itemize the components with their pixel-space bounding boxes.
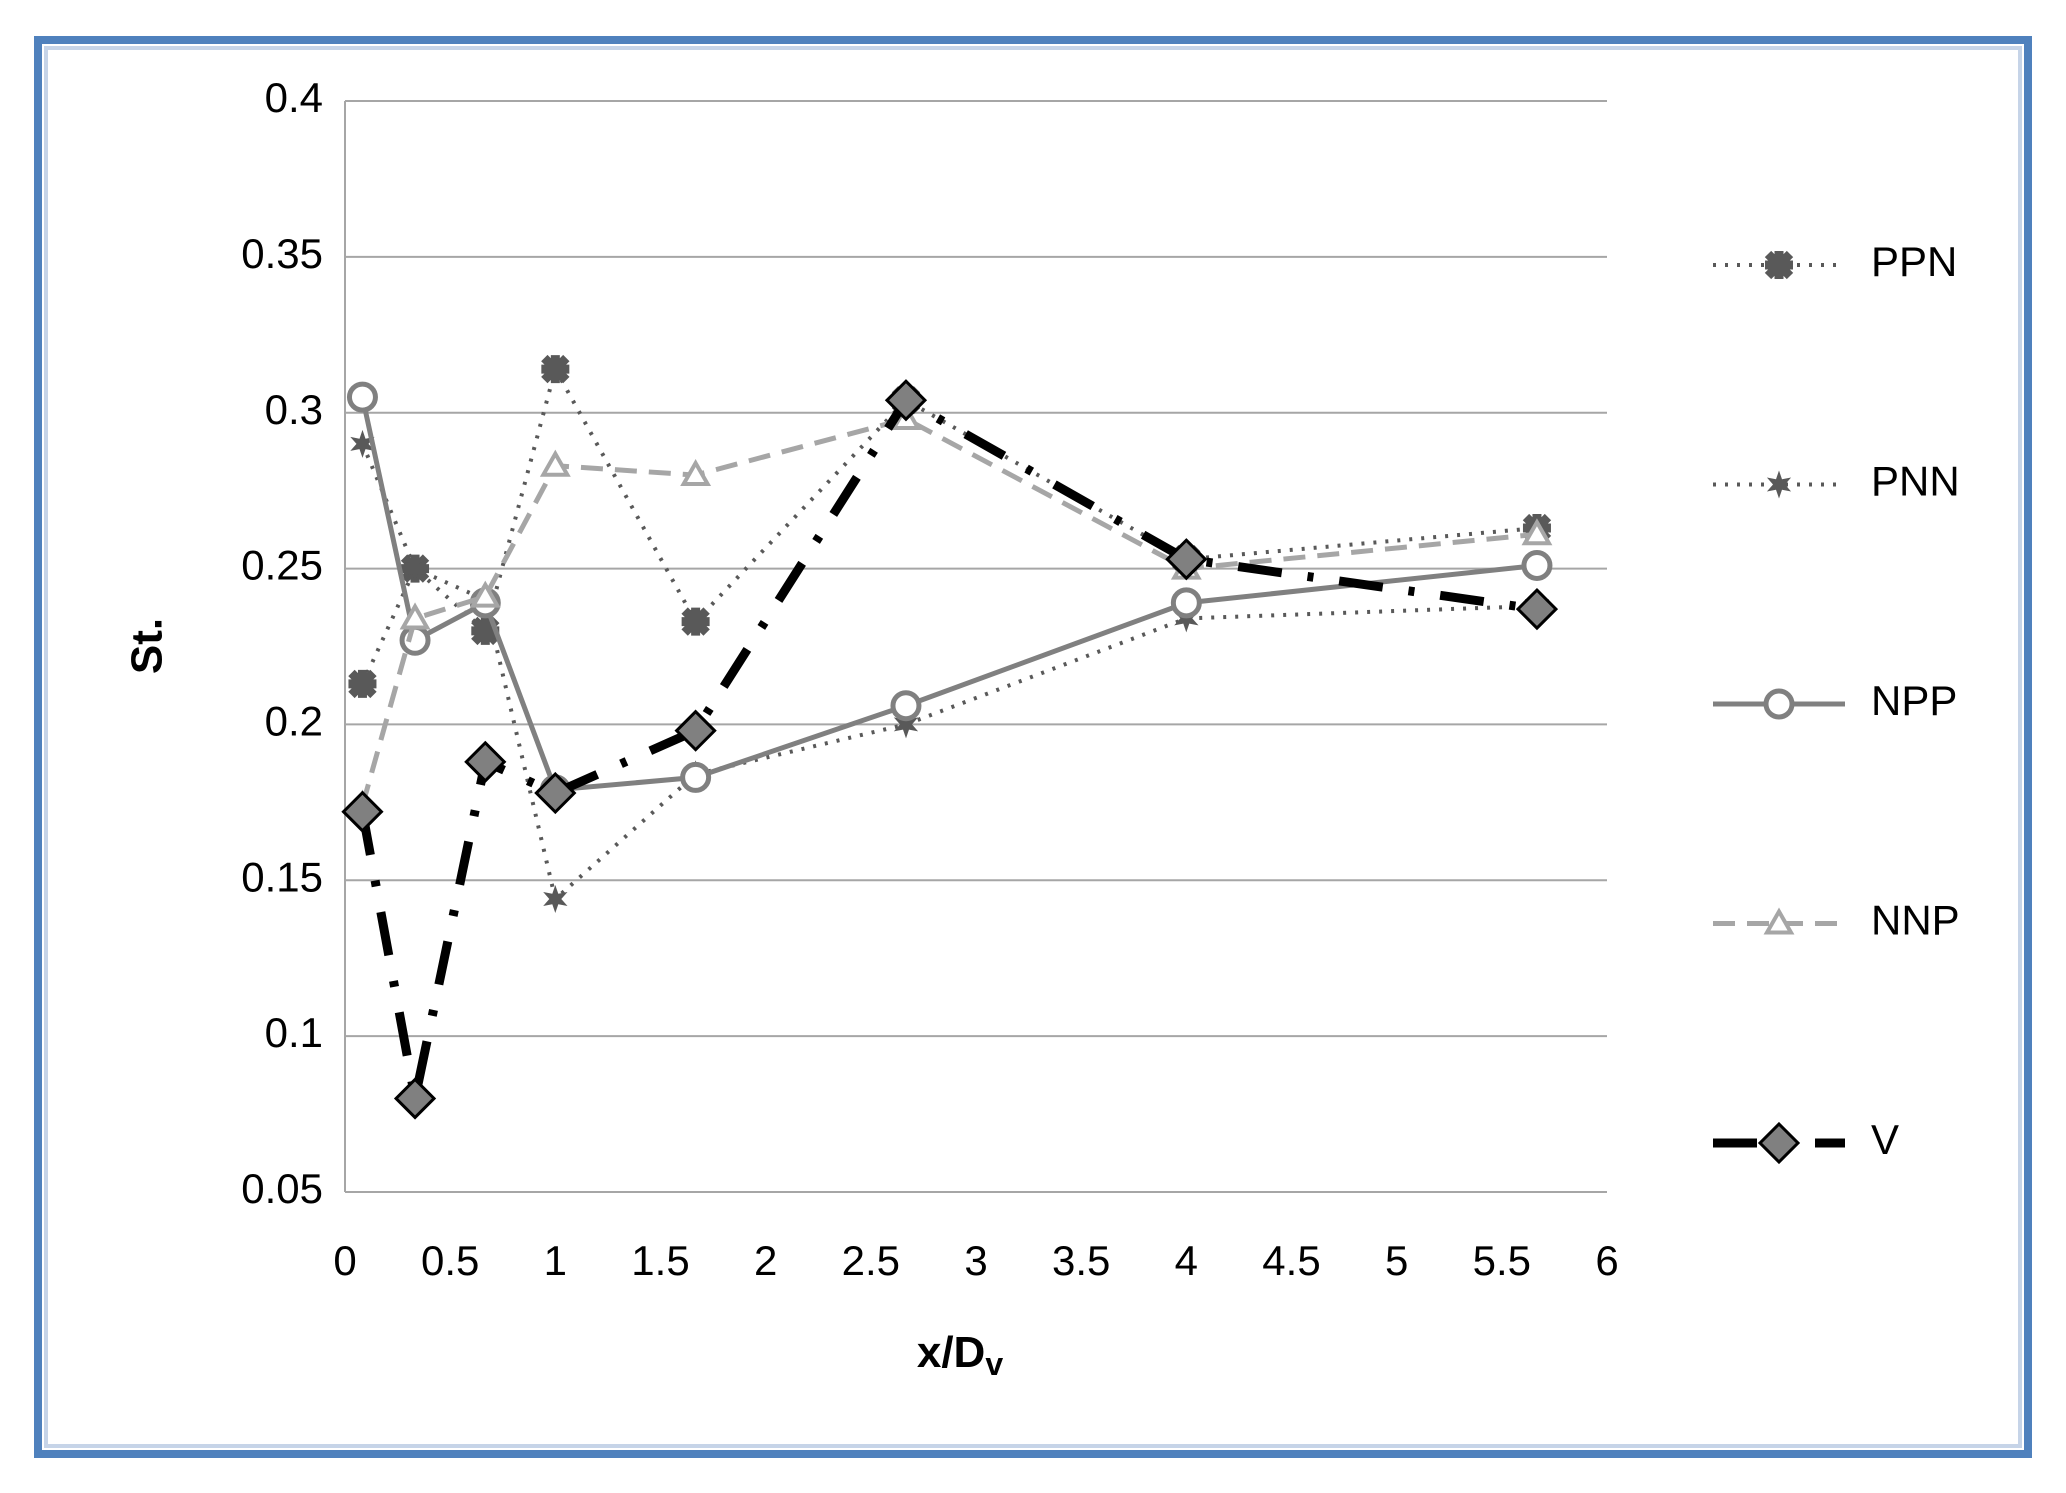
data-point bbox=[1174, 604, 1199, 633]
legend-marker bbox=[1764, 250, 1794, 280]
y-tick-label: 0.2 bbox=[265, 698, 323, 745]
data-point bbox=[681, 607, 710, 636]
y-tick-label: 0.1 bbox=[265, 1009, 323, 1056]
data-point bbox=[680, 761, 712, 793]
data-point bbox=[680, 459, 712, 487]
legend-label: PNN bbox=[1871, 458, 1960, 505]
y-axis-title: St. bbox=[123, 618, 172, 674]
x-axis-title-main: x/D bbox=[917, 1328, 985, 1377]
chart-frame bbox=[34, 36, 2032, 1458]
series-line bbox=[358, 394, 1538, 1100]
x-tick-label: 1 bbox=[544, 1237, 567, 1284]
data-point bbox=[469, 580, 501, 608]
data-point bbox=[393, 1077, 437, 1120]
legend-label: NNP bbox=[1871, 897, 1960, 944]
data-point bbox=[1521, 518, 1553, 546]
x-tick-label: 0.5 bbox=[421, 1237, 479, 1284]
x-tick-label: 0 bbox=[333, 1237, 356, 1284]
series-line bbox=[360, 363, 1538, 685]
data-point bbox=[348, 669, 377, 699]
x-tick-label: 4.5 bbox=[1262, 1237, 1320, 1284]
data-point bbox=[1165, 538, 1208, 581]
data-point bbox=[341, 790, 384, 833]
x-tick-label: 2 bbox=[754, 1237, 777, 1284]
x-axis-title-sub: v bbox=[985, 1346, 1003, 1382]
x-tick-label: 3.5 bbox=[1052, 1237, 1110, 1284]
chart-frame-inner bbox=[44, 46, 2022, 1448]
legend-label: NPP bbox=[1871, 677, 1957, 724]
data-point bbox=[890, 690, 922, 722]
data-point bbox=[399, 602, 431, 630]
legend-label: PPN bbox=[1871, 238, 1957, 285]
data-point bbox=[1170, 587, 1202, 619]
x-axis-title: x/Dv bbox=[917, 1328, 1003, 1383]
data-point bbox=[541, 354, 570, 384]
data-point bbox=[402, 554, 428, 583]
y-tick-label: 0.3 bbox=[265, 386, 323, 433]
x-tick-label: 4 bbox=[1175, 1237, 1198, 1284]
series-line bbox=[360, 416, 1538, 807]
y-tick-label: 0.15 bbox=[241, 853, 323, 900]
data-point bbox=[350, 429, 375, 458]
x-tick-label: 1.5 bbox=[631, 1237, 689, 1284]
legend-marker bbox=[1763, 688, 1795, 720]
data-point bbox=[674, 709, 717, 752]
legend-marker bbox=[1757, 1121, 1801, 1165]
data-point bbox=[399, 624, 431, 656]
data-point bbox=[464, 740, 507, 783]
x-tick-label: 5.5 bbox=[1473, 1237, 1531, 1284]
y-tick-label: 0.4 bbox=[265, 74, 323, 121]
series-line bbox=[360, 443, 1538, 903]
data-point bbox=[884, 379, 928, 422]
legend-label: V bbox=[1871, 1116, 1899, 1163]
data-point bbox=[893, 710, 919, 739]
y-tick-label: 0.05 bbox=[241, 1165, 323, 1212]
data-point bbox=[1515, 587, 1559, 631]
y-tick-label: 0.35 bbox=[241, 230, 323, 277]
legend-marker bbox=[1766, 470, 1792, 499]
data-point bbox=[543, 885, 568, 913]
legend-marker bbox=[1763, 907, 1795, 935]
data-point bbox=[534, 771, 577, 815]
x-tick-label: 3 bbox=[964, 1237, 987, 1284]
data-point bbox=[539, 449, 571, 477]
x-tick-label: 6 bbox=[1595, 1237, 1618, 1284]
y-tick-label: 0.25 bbox=[241, 542, 323, 589]
data-point bbox=[471, 616, 500, 646]
x-tick-label: 5 bbox=[1385, 1237, 1408, 1284]
data-point bbox=[1521, 549, 1553, 581]
data-point bbox=[346, 381, 378, 413]
x-tick-label: 2.5 bbox=[842, 1237, 900, 1284]
